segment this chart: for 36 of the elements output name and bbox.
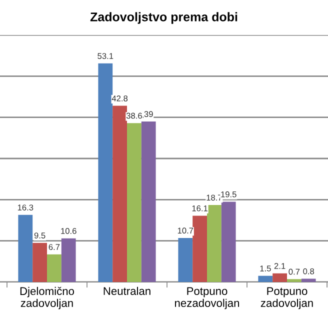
bar [258,276,273,282]
data-label: 19.5 [221,191,236,198]
chart-title: Zadovoljstvo prema dobi [90,12,238,24]
bar [47,254,62,282]
data-label: 0.8 [303,268,314,274]
bar [141,121,156,282]
data-label: 38.6 [126,112,142,119]
data-label: 0.7 [288,268,300,275]
x-tick-label: Neutralan [104,286,150,296]
bar [272,273,287,282]
bar [112,106,127,282]
x-tick-label: Djelomično zadovoljan [20,286,74,310]
bar [301,278,316,282]
data-label: 6.7 [48,244,60,250]
x-tick-label: Potpuno nezadovoljan [175,287,240,310]
bar [207,205,222,282]
data-label: 1.5 [260,266,271,272]
data-label: 42.8 [112,95,128,102]
bar [32,242,47,282]
x-tick-label: Potpuno zadovoljan [260,287,313,310]
data-label: 16.3 [18,204,34,210]
data-label: 16.1 [192,205,208,212]
data-label: 10.7 [178,228,194,234]
data-label: 10.6 [61,228,76,234]
bar [178,238,193,282]
data-label: 9.5 [34,232,46,238]
bar [221,202,236,282]
bar [18,214,33,282]
bar [61,238,76,282]
data-label: 53.1 [98,53,114,59]
data-label: 2.1 [274,263,286,269]
data-label: 39 [144,111,153,118]
bar [98,63,113,282]
bar [192,216,207,282]
bar [287,279,302,282]
bar [127,123,142,282]
